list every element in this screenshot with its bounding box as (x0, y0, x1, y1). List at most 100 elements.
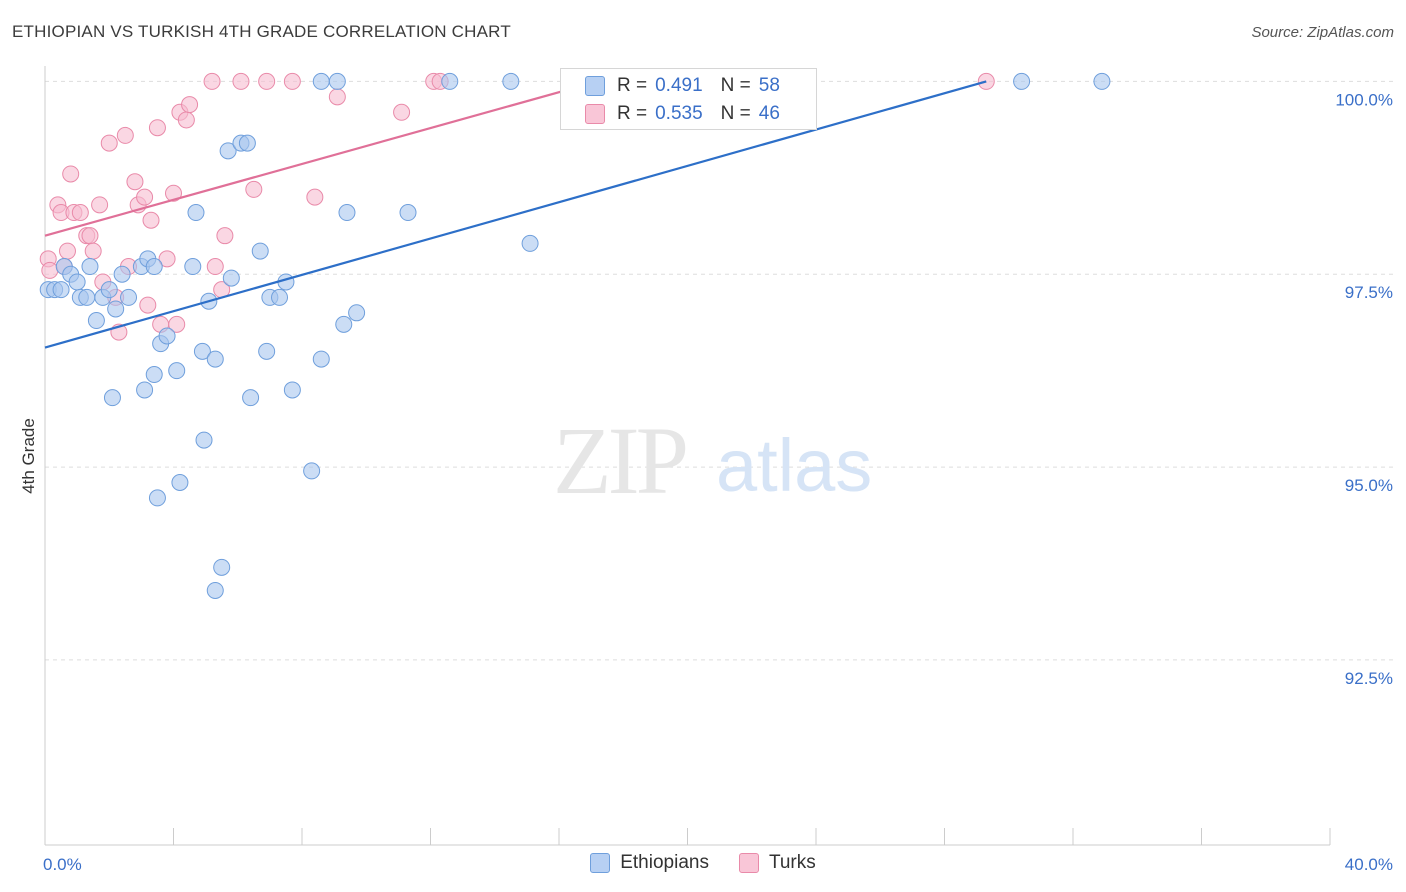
x-tick-label: 40.0% (1345, 855, 1393, 874)
point-turks (100, 134, 118, 152)
point-ethiopians (145, 366, 163, 384)
legend-r-value: 0.491 (655, 75, 703, 96)
point-turks (116, 126, 134, 144)
legend-item-turks[interactable]: Turks (738, 852, 816, 874)
y-tick-label: 100.0% (1335, 90, 1393, 109)
legend-r-label: R = (617, 75, 648, 96)
legend-label-turks: Turks (768, 852, 816, 873)
legend-n-label: N = (720, 103, 751, 124)
axes (44, 66, 1331, 846)
point-turks (62, 165, 80, 183)
legend-swatch-blue (585, 76, 605, 96)
point-turks (168, 315, 186, 333)
point-ethiopians (441, 72, 459, 90)
point-ethiopians (87, 312, 105, 330)
point-turks (203, 72, 221, 90)
point-ethiopians (213, 558, 231, 576)
legend-item-ethiopians[interactable]: Ethiopians (590, 852, 709, 874)
point-turks (71, 204, 89, 222)
point-ethiopians (328, 72, 346, 90)
point-turks (306, 188, 324, 206)
point-ethiopians (158, 327, 176, 345)
point-ethiopians (1093, 72, 1111, 90)
point-turks (328, 88, 346, 106)
y-axis-label: 4th Grade (19, 418, 38, 494)
x-tick-label: 0.0% (43, 855, 82, 874)
point-ethiopians (348, 304, 366, 322)
legend-row-turks: R = 0.535 N = 46 (585, 103, 780, 125)
point-ethiopians (1013, 72, 1031, 90)
point-ethiopians (222, 269, 240, 287)
point-turks (245, 180, 263, 198)
legend-row-ethiopians: R = 0.491 N = 58 (585, 75, 780, 97)
point-ethiopians (120, 288, 138, 306)
trend-lines (44, 80, 987, 349)
source-label: Source: ZipAtlas.com (1251, 24, 1394, 41)
trend-line-turks (44, 80, 598, 237)
point-ethiopians (107, 300, 125, 318)
point-ethiopians (312, 72, 330, 90)
watermark-atlas: atlas (716, 424, 872, 507)
point-ethiopians (502, 72, 520, 90)
point-turks (181, 96, 199, 114)
point-ethiopians (242, 389, 260, 407)
point-turks (283, 72, 301, 90)
point-ethiopians (81, 258, 99, 276)
watermark-zip: ZIP (553, 407, 686, 514)
legend-n-value: 46 (758, 103, 780, 124)
point-ethiopians (521, 234, 539, 252)
point-ethiopians (338, 204, 356, 222)
x-tick-labels: 0.0% 40.0% (43, 855, 1393, 874)
legend-n-value: 58 (758, 75, 780, 96)
point-ethiopians (184, 258, 202, 276)
point-ethiopians (206, 581, 224, 599)
point-turks (58, 242, 76, 260)
point-ethiopians (103, 389, 121, 407)
point-ethiopians (238, 134, 256, 152)
trend-line-ethiopians (44, 80, 987, 349)
point-ethiopians (52, 281, 70, 299)
point-ethiopians (335, 315, 353, 333)
point-turks (136, 188, 154, 206)
point-turks (177, 111, 195, 129)
point-ethiopians (171, 473, 189, 491)
legend-r-value: 0.535 (655, 103, 703, 124)
point-turks (393, 103, 411, 121)
point-ethiopians (399, 204, 417, 222)
y-tick-label: 92.5% (1345, 669, 1393, 688)
legend-swatch-blue (590, 853, 611, 873)
point-turks (158, 250, 176, 268)
point-ethiopians (136, 381, 154, 399)
point-ethiopians (187, 204, 205, 222)
point-ethiopians (168, 362, 186, 380)
point-ethiopians (145, 258, 163, 276)
point-ethiopians (78, 288, 96, 306)
chart-title: ETHIOPIAN VS TURKISH 4TH GRADE CORRELATI… (12, 22, 511, 41)
point-ethiopians (312, 350, 330, 368)
point-turks (232, 72, 250, 90)
point-turks (81, 227, 99, 245)
point-ethiopians (113, 265, 131, 283)
point-ethiopians (219, 142, 237, 160)
point-turks (91, 196, 109, 214)
point-ethiopians (206, 350, 224, 368)
point-ethiopians (195, 431, 213, 449)
point-ethiopians (303, 462, 321, 480)
y-tick-label: 95.0% (1345, 476, 1393, 495)
legend-swatch-pink (738, 853, 759, 873)
point-turks (126, 173, 144, 191)
gridlines (45, 80, 1395, 661)
legend-label-ethiopians: Ethiopians (620, 852, 709, 873)
data-points (39, 72, 1111, 599)
point-ethiopians (100, 281, 118, 299)
point-turks (148, 119, 166, 137)
y-tick-label: 97.5% (1345, 283, 1393, 302)
point-turks (258, 72, 276, 90)
point-turks (142, 211, 160, 229)
point-ethiopians (283, 381, 301, 399)
legend-swatch-pink (585, 104, 605, 124)
point-turks (216, 227, 234, 245)
point-ethiopians (258, 342, 276, 360)
point-turks (165, 184, 182, 202)
